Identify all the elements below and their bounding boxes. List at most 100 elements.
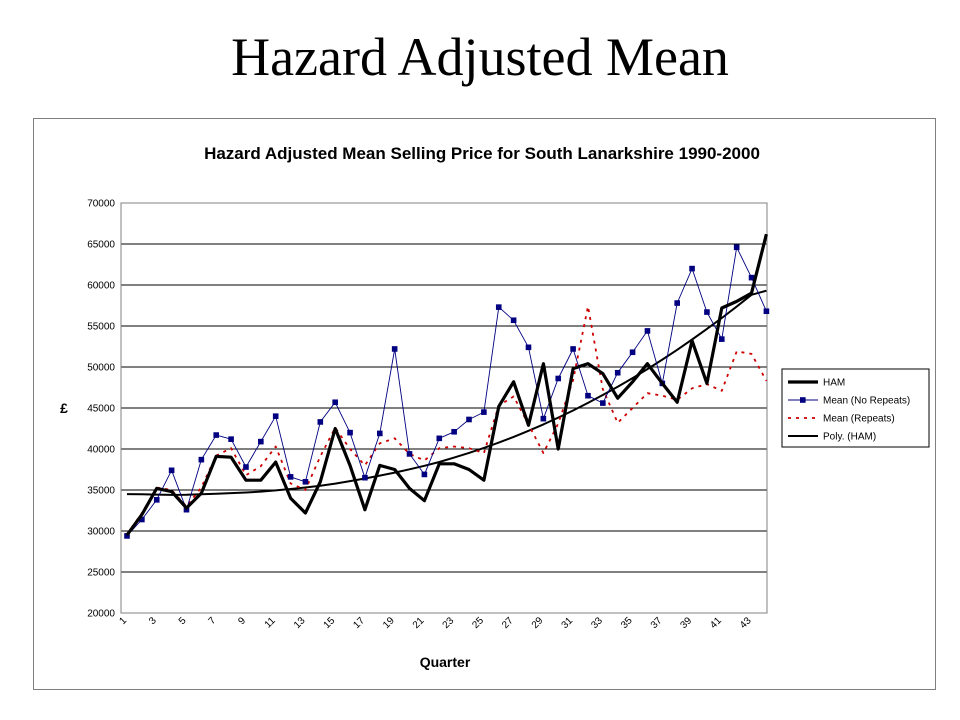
data-point — [124, 533, 130, 539]
data-point — [719, 336, 725, 342]
x-tick-label: 29 — [530, 615, 546, 631]
x-tick-label: 43 — [738, 615, 754, 631]
plot-area-border — [120, 202, 768, 614]
data-point — [555, 375, 562, 382]
legend-item: Poly. (HAM) — [788, 432, 876, 443]
x-tick-label: 27 — [500, 615, 516, 631]
x-tick-label: 35 — [619, 615, 635, 631]
data-point — [287, 474, 294, 480]
data-point — [213, 432, 220, 438]
data-point — [376, 430, 383, 437]
x-tick-label: 17 — [351, 615, 367, 631]
data-point — [347, 429, 353, 436]
slide-title: Hazard Adjusted Mean — [231, 27, 729, 87]
y-tick-label: 50000 — [87, 363, 115, 374]
data-point — [748, 274, 755, 281]
data-point — [183, 506, 190, 513]
y-tick-label: 20000 — [87, 609, 115, 620]
data-point — [168, 467, 175, 474]
data-point — [243, 464, 249, 470]
data-point — [272, 413, 279, 419]
y-tick-label: 60000 — [87, 281, 115, 292]
data-point — [451, 428, 457, 435]
series-mean-no-repeats — [124, 244, 770, 539]
data-point — [362, 474, 368, 481]
x-tick-label: 19 — [381, 615, 397, 631]
data-point — [733, 244, 740, 251]
x-tick-label: 15 — [322, 615, 338, 631]
data-point — [614, 369, 621, 376]
x-tick-label: 25 — [470, 615, 486, 631]
legend-item: Mean (No Repeats) — [788, 396, 910, 407]
data-point — [689, 265, 695, 272]
data-point — [674, 300, 680, 306]
x-tick-label: 1 — [117, 615, 129, 627]
x-tick-label: 13 — [292, 615, 308, 631]
x-tick-label: 11 — [263, 615, 278, 630]
data-point — [421, 471, 428, 478]
x-tick-label: 23 — [441, 615, 457, 631]
x-tick-label: 5 — [177, 615, 189, 627]
data-point — [495, 304, 502, 310]
series-line — [126, 305, 768, 535]
x-axis-label: Quarter — [420, 654, 471, 670]
legend-item: Mean (Repeats) — [788, 414, 895, 425]
x-tick-label: 7 — [207, 615, 219, 627]
data-point — [704, 309, 710, 315]
series-mean-repeats — [126, 305, 768, 535]
y-tick-label: 30000 — [87, 527, 115, 538]
chart-title: Hazard Adjusted Mean Selling Price for S… — [204, 144, 760, 163]
series-ham — [125, 233, 768, 537]
y-tick-label: 25000 — [87, 568, 115, 579]
legend-marker — [800, 397, 806, 403]
data-point — [153, 497, 160, 503]
data-point — [258, 438, 264, 445]
chart-svg: Hazard Adjusted Mean Selling Price for S… — [60, 144, 930, 670]
series-line — [125, 233, 768, 537]
series-line — [126, 246, 767, 537]
x-tick-label: 9 — [236, 615, 248, 627]
series-line — [126, 289, 767, 496]
series-poly-ham — [126, 289, 767, 496]
y-tick-label: 70000 — [87, 199, 115, 210]
data-point — [332, 399, 338, 406]
data-point — [540, 415, 547, 422]
data-point — [317, 419, 324, 425]
y-tick-label: 40000 — [87, 445, 115, 456]
legend-label: HAM — [823, 378, 845, 389]
legend-item: HAM — [788, 378, 845, 389]
x-tick-label: 39 — [679, 615, 695, 631]
x-tick-label: 3 — [147, 615, 159, 627]
data-point — [466, 416, 472, 423]
y-tick-label: 55000 — [87, 322, 115, 333]
chart-frame: Hazard Adjusted Mean Selling Price for S… — [33, 118, 936, 690]
data-point — [629, 349, 636, 356]
data-point — [525, 344, 532, 351]
legend-label: Mean (Repeats) — [823, 414, 895, 425]
data-point — [570, 346, 576, 352]
x-tick-label: 21 — [411, 615, 427, 631]
data-point — [585, 392, 591, 399]
y-tick-label: 35000 — [87, 486, 115, 497]
data-point — [302, 479, 309, 485]
data-point — [436, 435, 443, 442]
x-tick-label: 37 — [649, 615, 665, 631]
data-point — [763, 308, 770, 315]
y-tick-labels: 20000 25000 30000 35000 40000 45000 50000 55000… — [87, 199, 115, 620]
series-lines — [124, 233, 770, 539]
legend-label: Mean (No Repeats) — [823, 396, 910, 407]
x-tick-label: 41 — [708, 615, 724, 631]
y-tick-label: 65000 — [87, 240, 115, 251]
data-point — [644, 328, 651, 334]
y-axis-label: £ — [60, 400, 68, 416]
data-point — [600, 400, 606, 406]
data-point — [481, 409, 487, 415]
legend-label: Poly. (HAM) — [823, 432, 876, 443]
gridlines — [121, 202, 767, 614]
y-tick-label: 45000 — [87, 404, 115, 415]
x-tick-label: 31 — [560, 615, 576, 631]
data-point — [406, 451, 413, 457]
data-point — [139, 516, 145, 523]
legend: HAM Mean (No Repeats) Mean (Repeats) Poly. … — [781, 368, 930, 448]
data-point — [510, 317, 517, 324]
